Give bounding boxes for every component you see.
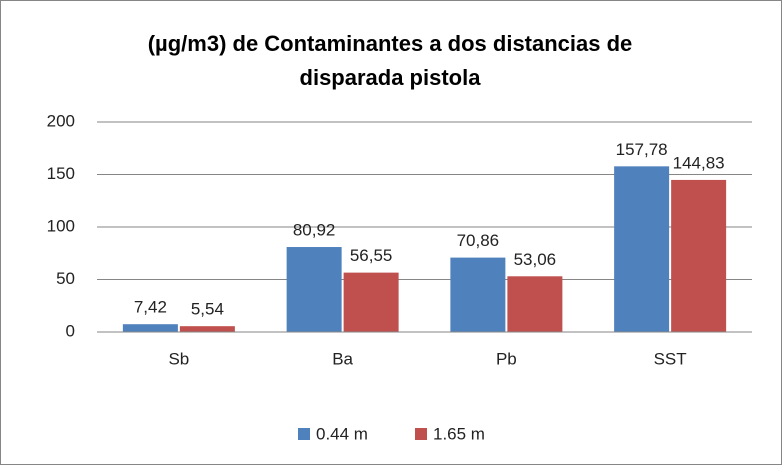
value-label: 144,83 [673, 153, 725, 172]
x-tick-label: Ba [332, 349, 353, 368]
bar [671, 179, 727, 332]
value-label: 56,55 [350, 246, 393, 265]
y-tick-label: 200 [47, 111, 75, 130]
value-label: 80,92 [293, 221, 336, 240]
chart-title: (µg/m3) de Contaminantes a dos distancia… [148, 31, 633, 56]
bar [614, 166, 670, 332]
y-tick-label: 100 [47, 216, 75, 235]
legend-label: 1.65 m [433, 424, 485, 443]
legend-swatch [415, 428, 427, 440]
bar [343, 272, 399, 332]
legend-swatch [298, 428, 310, 440]
value-label: 53,06 [514, 250, 557, 269]
x-tick-label: Sb [168, 349, 189, 368]
bar [450, 257, 506, 332]
y-tick-label: 150 [47, 164, 75, 183]
bar [507, 276, 563, 332]
bar [286, 247, 342, 332]
value-label: 7,42 [134, 298, 167, 317]
chart-title: disparada pistola [300, 65, 482, 90]
bar [179, 326, 235, 332]
y-tick-label: 0 [66, 321, 75, 340]
y-tick-label: 50 [56, 269, 75, 288]
bar [122, 324, 178, 332]
value-label: 5,54 [191, 300, 224, 319]
value-label: 70,86 [457, 231, 500, 250]
legend-label: 0.44 m [316, 424, 368, 443]
x-tick-label: Pb [496, 349, 517, 368]
x-tick-label: SST [654, 349, 687, 368]
value-label: 157,78 [616, 140, 668, 159]
